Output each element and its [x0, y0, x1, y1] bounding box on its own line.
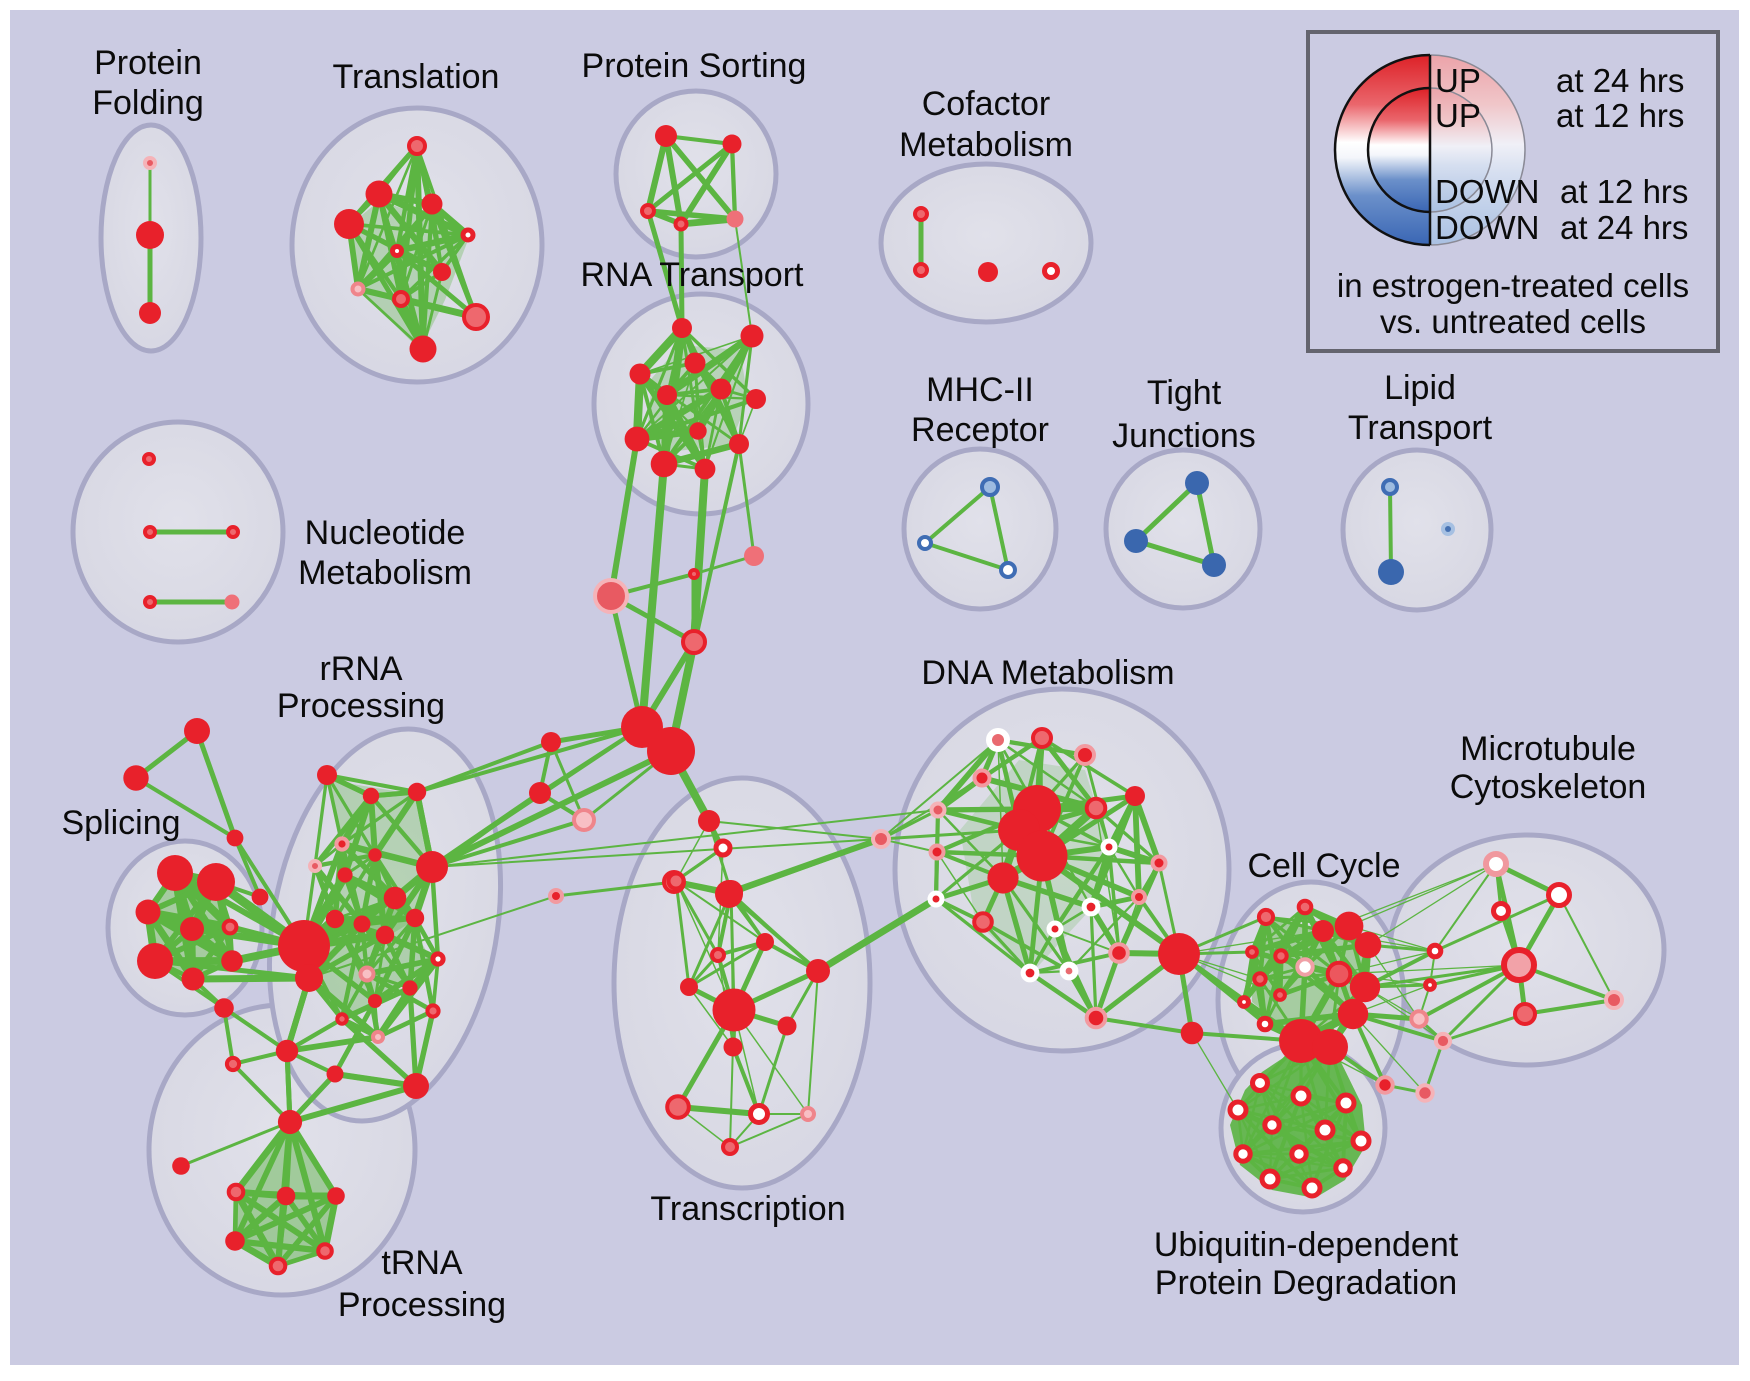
svg-text:Protein Sorting: Protein Sorting	[582, 47, 807, 85]
svg-text:Processing: Processing	[277, 687, 445, 725]
svg-text:at 24 hrs: at 24 hrs	[1556, 62, 1684, 99]
svg-text:MHC-II: MHC-II	[926, 371, 1034, 409]
svg-text:tRNA: tRNA	[381, 1244, 463, 1282]
svg-text:UP: UP	[1435, 97, 1481, 134]
svg-text:Ubiquitin-dependent: Ubiquitin-dependent	[1154, 1226, 1459, 1264]
svg-text:Cofactor: Cofactor	[922, 85, 1051, 123]
svg-text:vs. untreated cells: vs. untreated cells	[1380, 303, 1646, 340]
svg-text:at 12 hrs: at 12 hrs	[1556, 97, 1684, 134]
svg-text:Splicing: Splicing	[61, 804, 180, 842]
svg-text:DOWN: DOWN	[1435, 173, 1539, 210]
svg-text:Processing: Processing	[338, 1286, 506, 1324]
svg-text:Protein: Protein	[94, 44, 202, 82]
svg-text:Cell Cycle: Cell Cycle	[1247, 847, 1400, 885]
svg-text:Metabolism: Metabolism	[899, 126, 1073, 164]
svg-text:at 12 hrs: at 12 hrs	[1560, 173, 1688, 210]
svg-text:Protein Degradation: Protein Degradation	[1155, 1264, 1457, 1302]
svg-text:Transcription: Transcription	[650, 1190, 845, 1228]
svg-text:Transport: Transport	[1348, 409, 1493, 447]
svg-text:RNA Transport: RNA Transport	[581, 256, 805, 294]
svg-text:Tight: Tight	[1147, 374, 1222, 412]
svg-text:Receptor: Receptor	[911, 411, 1049, 449]
svg-text:Nucleotide: Nucleotide	[305, 514, 466, 552]
svg-text:Folding: Folding	[92, 84, 204, 122]
svg-text:in estrogen-treated cells: in estrogen-treated cells	[1337, 267, 1689, 304]
svg-text:Cytoskeleton: Cytoskeleton	[1450, 768, 1647, 806]
svg-text:Translation: Translation	[333, 58, 500, 96]
svg-text:Microtubule: Microtubule	[1460, 730, 1636, 768]
svg-text:UP: UP	[1435, 62, 1481, 99]
svg-text:rRNA: rRNA	[319, 650, 402, 688]
svg-text:Junctions: Junctions	[1112, 417, 1256, 455]
svg-text:DOWN: DOWN	[1435, 209, 1539, 246]
svg-text:Metabolism: Metabolism	[298, 554, 472, 592]
svg-text:at 24 hrs: at 24 hrs	[1560, 209, 1688, 246]
svg-text:DNA Metabolism: DNA Metabolism	[921, 654, 1174, 692]
svg-text:Lipid: Lipid	[1384, 369, 1456, 407]
